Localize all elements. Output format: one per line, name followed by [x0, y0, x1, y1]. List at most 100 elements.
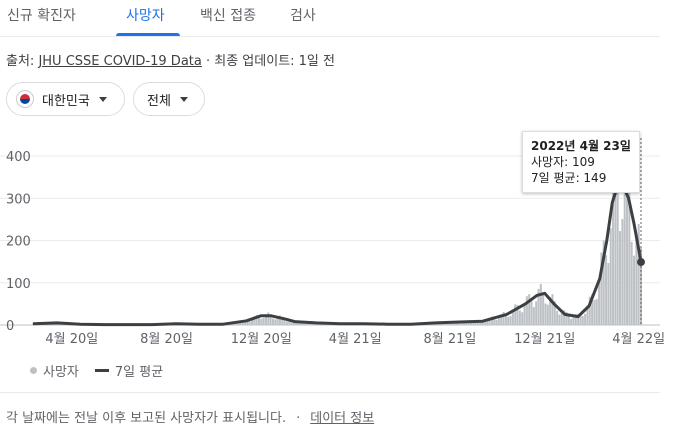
daily-deaths-bar [234, 322, 237, 325]
x-tick-label: 12월 21일 [514, 332, 575, 347]
daily-deaths-bar [551, 294, 554, 325]
daily-deaths-bar [276, 317, 279, 325]
x-tick-label: 8월 20일 [140, 332, 193, 347]
y-tick-label: 400 [6, 150, 31, 165]
daily-deaths-bar [278, 315, 281, 325]
daily-deaths-bar [626, 149, 629, 325]
chart-tooltip: 2022년 4월 23일 사망자: 109 7일 평균: 149 [522, 131, 640, 193]
x-tick-label: 12월 20일 [231, 332, 292, 347]
x-tick-label: 4월 22일 [612, 332, 665, 347]
daily-deaths-bar [558, 314, 561, 325]
tooltip-deaths: 사망자: 109 [531, 155, 595, 169]
daily-deaths-bar [595, 298, 598, 325]
daily-deaths-bar [600, 252, 603, 325]
daily-deaths-bar [621, 219, 624, 325]
x-tick-label: 4월 21일 [329, 332, 382, 347]
y-tick-label: 0 [6, 319, 14, 334]
range-dropdown[interactable]: 전체 [133, 82, 205, 116]
daily-deaths-bar [469, 322, 472, 325]
daily-deaths-bar [253, 316, 256, 325]
daily-deaths-bar [633, 255, 636, 325]
footer: 각 날짜에는 전날 이후 보고된 사망자가 표시됩니다. · 데이터 정보 [6, 407, 374, 426]
daily-deaths-bar [502, 311, 505, 325]
footer-separator: · [296, 411, 301, 426]
tab-new-cases[interactable]: 신규 확진자 [7, 8, 76, 24]
daily-deaths-bar [560, 311, 563, 325]
daily-deaths-bar [530, 301, 533, 325]
daily-deaths-bar [446, 323, 449, 325]
daily-deaths-bar [544, 303, 547, 325]
daily-deaths-bar [535, 301, 538, 325]
bar-legend-icon [30, 367, 37, 374]
tab-tests[interactable]: 검사 [290, 8, 316, 24]
daily-deaths-bar [563, 310, 566, 325]
daily-deaths-bar [309, 323, 312, 325]
data-info-link[interactable]: 데이터 정보 [310, 411, 375, 426]
daily-deaths-bar [281, 316, 284, 325]
daily-deaths-bar [567, 316, 570, 325]
source-prefix: 출처: [6, 54, 39, 69]
daily-deaths-bar [602, 240, 605, 325]
daily-deaths-bar [549, 297, 552, 325]
daily-deaths-bar [605, 255, 608, 325]
y-tick-label: 200 [6, 235, 31, 250]
daily-deaths-bar [581, 316, 584, 325]
daily-deaths-bar [546, 304, 549, 325]
daily-deaths-bar [297, 322, 300, 325]
tab-bar: 신규 확진자 사망자 백신 접종 검사 [0, 0, 660, 37]
deaths-chart[interactable]: 0 100 200 300 400 4월 20일 8월 20일 12월 20일 4월 21일 8… [0, 128, 676, 352]
last-updated: · 최종 업데이트: 1일 전 [201, 54, 335, 69]
daily-deaths-bar [460, 322, 463, 325]
daily-deaths-bar [509, 315, 512, 325]
daily-deaths-bar [628, 187, 631, 325]
daily-deaths-bar [579, 314, 582, 325]
daily-deaths-bar [553, 301, 556, 325]
tooltip-average: 7일 평균: 149 [531, 171, 607, 185]
daily-deaths-bar [283, 319, 286, 325]
daily-deaths-bar [598, 280, 601, 325]
daily-deaths-bar [511, 310, 514, 325]
daily-deaths-bar [521, 312, 524, 325]
daily-deaths-bar [250, 319, 253, 325]
daily-deaths-bar [556, 310, 559, 325]
daily-deaths-bar [523, 305, 526, 325]
daily-deaths-bar [495, 319, 498, 325]
daily-deaths-bar [497, 318, 500, 325]
tooltip-date: 2022년 4월 23일 [531, 139, 631, 153]
divider [0, 392, 660, 393]
daily-deaths-bar [483, 322, 486, 325]
daily-deaths-bar [455, 322, 458, 325]
tab-deaths[interactable]: 사망자 [126, 8, 165, 24]
daily-deaths-bar [616, 186, 619, 325]
daily-deaths-bar [257, 316, 260, 325]
daily-deaths-bar [623, 169, 626, 325]
y-tick-label: 100 [6, 277, 31, 292]
daily-deaths-bar [584, 313, 587, 325]
hover-point [637, 258, 645, 267]
daily-deaths-bar [570, 318, 573, 325]
daily-deaths-bar [255, 314, 258, 325]
daily-deaths-bar [539, 283, 542, 325]
daily-deaths-bar [574, 314, 577, 325]
chart-legend: 사망자 7일 평균 [30, 361, 163, 380]
region-dropdown[interactable]: 대한민국 [6, 82, 125, 116]
daily-deaths-bar [518, 310, 521, 325]
daily-deaths-bar [565, 311, 568, 325]
daily-deaths-bar [493, 318, 496, 325]
source-link[interactable]: JHU CSSE COVID-19 Data [38, 54, 202, 69]
daily-deaths-bar [481, 321, 484, 325]
daily-deaths-bar [269, 314, 272, 325]
daily-deaths-bar [290, 319, 293, 325]
daily-deaths-bar [516, 305, 519, 325]
daily-deaths-bar [577, 313, 580, 325]
daily-deaths-bar [525, 296, 528, 325]
daily-deaths-bar [472, 322, 475, 325]
daily-deaths-bar [504, 313, 507, 325]
tab-vaccinations[interactable]: 백신 접종 [200, 8, 256, 24]
source-line: 출처: JHU CSSE COVID-19 Data · 최종 업데이트: 1일… [6, 50, 335, 69]
daily-deaths-bar [490, 316, 493, 325]
korea-flag-icon [16, 90, 34, 108]
daily-deaths-bar [637, 224, 640, 325]
daily-deaths-bar [32, 323, 34, 325]
legend-average: 7일 평균 [114, 365, 164, 380]
